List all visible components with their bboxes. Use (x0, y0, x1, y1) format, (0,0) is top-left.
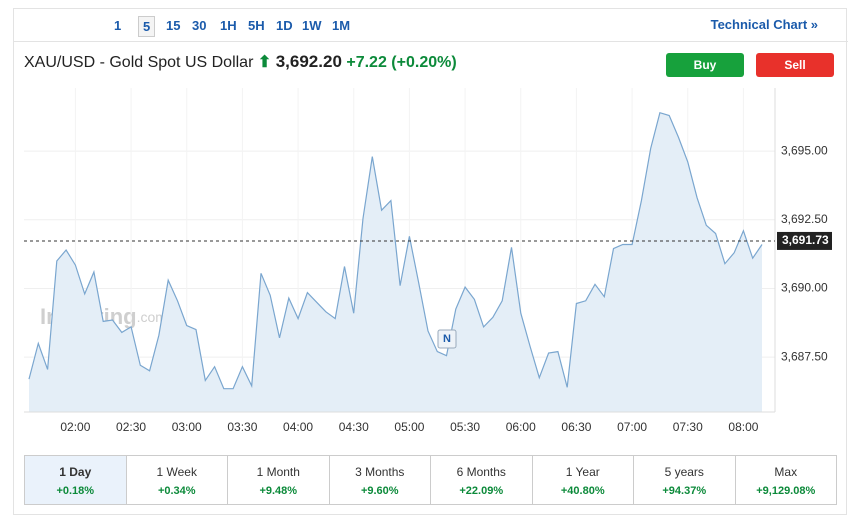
interval-button[interactable]: 5H (248, 18, 265, 33)
y-tick-label: 3,692.50 (781, 212, 828, 226)
period-change: +9.48% (259, 485, 298, 497)
y-tick-label: 3,687.50 (781, 349, 828, 363)
chart: Investing.com 3,687.503,690.003,692.503,… (24, 88, 832, 434)
x-tick-label: 06:30 (561, 420, 591, 434)
toolbar: Technical Chart » 1 5 15 30 1H 5H 1D 1W 1M (14, 9, 848, 42)
technical-chart-link[interactable]: Technical Chart » (710, 17, 818, 32)
period-cell[interactable]: 3 Months +9.60% (330, 456, 431, 504)
period-name: 6 Months (456, 465, 506, 479)
x-tick-label: 02:00 (60, 420, 90, 434)
up-arrow: ⬆ (257, 54, 272, 71)
period-change: +9,129.08% (756, 485, 816, 497)
interval-button[interactable]: 5 (138, 16, 156, 37)
interval-button[interactable]: 30 (192, 18, 207, 33)
x-tick-label: 05:00 (394, 420, 424, 434)
sell-button[interactable]: Sell (756, 53, 834, 77)
period-name: 1 Year (565, 465, 600, 479)
period-cell[interactable]: Max +9,129.08% (736, 456, 837, 504)
period-cell[interactable]: 1 Day +0.18% (25, 456, 127, 504)
x-tick-label: 03:00 (172, 420, 202, 434)
period-change: +0.34% (157, 485, 196, 497)
period-change: +22.09% (459, 485, 504, 497)
interval-button[interactable]: 1W (302, 18, 322, 33)
y-tick-label: 3,695.00 (781, 143, 828, 157)
last-price-label: 3,691.73 (782, 233, 829, 247)
period-cell[interactable]: 1 Month +9.48% (228, 456, 330, 504)
period-change: +9.60% (360, 485, 399, 497)
period-name: 1 Week (156, 465, 197, 479)
period-cell[interactable]: 5 years +94.37% (634, 456, 736, 504)
period-change: +40.80% (560, 485, 605, 497)
last-price-box (777, 231, 832, 250)
period-cell[interactable]: 1 Year +40.80% (533, 456, 634, 504)
period-name: Max (774, 465, 798, 479)
interval-button[interactable]: 1D (276, 18, 293, 33)
x-tick-label: 07:00 (617, 420, 647, 434)
period-cell[interactable]: 6 Months +22.09% (431, 456, 533, 504)
interval-button[interactable]: 1M (332, 18, 351, 33)
interval-button[interactable]: 15 (166, 18, 181, 33)
period-name: 1 Month (256, 465, 300, 479)
interval-button[interactable]: 1H (220, 18, 237, 33)
widget: Technical Chart » 1 5 15 30 1H 5H 1D 1W 1M XAU/U… (13, 8, 848, 515)
instrument-header: XAU/USD - Gold Spot US Dollar ⬆ 3,692.20… (24, 52, 457, 72)
price: 3,692.20 (275, 52, 342, 71)
x-tick-label: 03:30 (227, 420, 257, 434)
period-name: 1 Day (59, 465, 92, 479)
x-tick-label: 08:00 (728, 420, 758, 434)
x-tick-label: 06:00 (506, 420, 536, 434)
period-name: 5 years (664, 465, 704, 479)
change-pct: (+0.20%) (391, 54, 457, 71)
change: +7.22 (346, 54, 387, 71)
watermark-suffix: .com (137, 309, 167, 325)
instrument-title: XAU/USD - Gold Spot US Dollar (24, 54, 254, 71)
marker-label: N (443, 333, 451, 345)
area (29, 112, 762, 412)
line (28, 111, 763, 390)
x-tick-label: 05:30 (450, 420, 480, 434)
period-change: +0.18% (56, 485, 95, 497)
period-cell[interactable]: 1 Week +0.34% (127, 456, 228, 504)
x-tick-label: 02:30 (116, 420, 146, 434)
x-tick-label: 04:30 (339, 420, 369, 434)
x-tick-label: 04:00 (283, 420, 313, 434)
interval-button[interactable]: 1 (114, 18, 122, 33)
period-name: 3 Months (355, 465, 405, 479)
y-tick-label: 3,690.00 (781, 281, 828, 295)
buy-button[interactable]: Buy (666, 53, 744, 77)
marker-box (437, 329, 457, 349)
period-change: +94.37% (662, 485, 707, 497)
x-tick-label: 07:30 (673, 420, 703, 434)
period-table: 1 Day +0.18% 1 Week +0.34% 1 Month +9.48% 3 Mo… (24, 455, 837, 505)
